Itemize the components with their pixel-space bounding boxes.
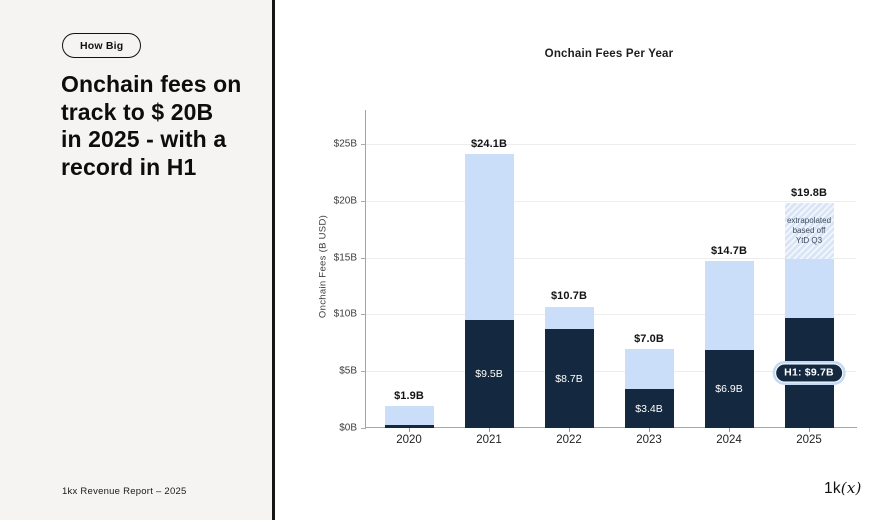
logo-x-mark: (x) xyxy=(840,479,862,497)
y-tick-mark xyxy=(361,428,366,429)
bar-segment-navy xyxy=(544,329,594,428)
y-tick-mark xyxy=(361,200,366,202)
bar-segment-navy xyxy=(384,424,434,428)
bar-total-label: $1.9B xyxy=(394,390,424,403)
chart-title: Onchain Fees Per Year xyxy=(544,48,674,60)
bar-segment-light_blue xyxy=(784,258,834,318)
plot-area: $0B $5B $10B $15B $20B $25B $1.9B 2020 $9.5B $24.… xyxy=(334,110,857,446)
topic-badge-label: How Big xyxy=(80,39,124,52)
x-axis-line xyxy=(365,427,857,428)
x-tick-mark xyxy=(569,428,570,432)
x-tick-mark xyxy=(409,428,410,432)
extrapolation-note-line: YtD Q3 xyxy=(795,235,823,245)
chart-panel: Onchain Fees Per Year Onchain Fees (B US… xyxy=(275,0,896,520)
bar-segment-light_blue xyxy=(704,261,754,350)
headline-line: in 2025 - with a xyxy=(61,126,227,152)
x-tick-mark xyxy=(809,428,810,432)
headline-line: Onchain fees on xyxy=(61,71,242,97)
x-tick-label: 2020 xyxy=(396,434,422,446)
gridline xyxy=(366,314,856,316)
headline-line: record in H1 xyxy=(61,153,197,180)
extrapolation-note-line: extrapolated xyxy=(786,215,832,225)
x-tick-mark xyxy=(649,428,650,432)
y-tick-mark xyxy=(361,144,366,146)
company-logo: 1k(x) xyxy=(824,479,862,498)
y-tick-mark xyxy=(361,257,366,259)
bar-segment-hatch xyxy=(784,203,834,259)
x-tick-mark xyxy=(489,428,490,432)
y-tick-label: $5B xyxy=(339,365,357,377)
bar-total-label: $10.7B xyxy=(550,290,588,303)
y-tick-label: $0B xyxy=(339,422,357,434)
y-tick-label: $25B xyxy=(333,138,357,150)
y-tick-label: $20B xyxy=(333,195,357,207)
extrapolation-note: extrapolated based off YtD Q3 xyxy=(772,216,846,246)
bar-inner-label: $9.5B xyxy=(475,368,503,381)
bar-total-label: $14.7B xyxy=(710,245,748,258)
bar-inner-label: $3.4B xyxy=(635,402,663,415)
y-tick-mark xyxy=(361,314,366,316)
sidebar-panel: How Big Onchain fees on track to $ 20B i… xyxy=(0,0,272,520)
y-tick-label: $10B xyxy=(333,308,357,320)
gridline xyxy=(366,257,856,259)
vertical-divider xyxy=(272,0,275,520)
bar-segment-navy xyxy=(704,349,754,428)
bar-segment-light_blue xyxy=(464,154,514,321)
bar-inner-label: $8.7B xyxy=(555,372,583,385)
bar-total-label: $7.0B xyxy=(634,332,664,345)
bar-segment-navy xyxy=(464,320,514,428)
x-tick-label: 2022 xyxy=(556,434,582,446)
slide-headline: Onchain fees on track to $ 20B in 2025 -… xyxy=(61,71,241,181)
bar-inner-label: $6.9B xyxy=(715,382,743,395)
report-footer: 1kx Revenue Report – 2025 xyxy=(62,486,187,497)
bar-total-label: $24.1B xyxy=(470,138,508,151)
extrapolation-note-line: based off xyxy=(792,225,826,235)
h1-2025-pill: H1: $9.7B xyxy=(775,363,843,383)
gridline xyxy=(366,200,856,202)
bar-segment-light_blue xyxy=(544,306,594,330)
y-tick-mark xyxy=(361,371,366,373)
gridline xyxy=(366,144,856,146)
topic-badge: How Big xyxy=(62,33,142,58)
x-tick-mark xyxy=(729,428,730,432)
gridline xyxy=(366,371,856,373)
x-tick-label: 2025 xyxy=(796,434,822,446)
bar-segment-light_blue xyxy=(384,406,434,425)
headline-line: track to $ 20B xyxy=(61,98,214,125)
x-tick-label: 2023 xyxy=(636,434,662,446)
bar-segment-light_blue xyxy=(624,348,674,390)
bar-segment-navy xyxy=(624,389,674,428)
x-tick-label: 2021 xyxy=(476,434,502,446)
x-tick-label: 2024 xyxy=(716,434,742,446)
logo-prefix: 1k xyxy=(824,480,841,497)
bar-total-label: $19.8B xyxy=(790,187,828,200)
y-tick-label: $15B xyxy=(333,252,357,264)
